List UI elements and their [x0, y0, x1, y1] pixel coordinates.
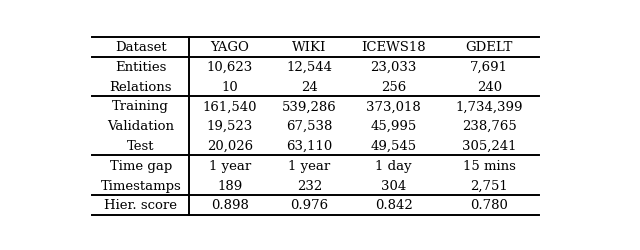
Text: 23,033: 23,033 — [371, 61, 417, 74]
Text: 1 day: 1 day — [376, 159, 412, 172]
Text: 12,544: 12,544 — [287, 61, 332, 74]
Text: 67,538: 67,538 — [286, 120, 333, 133]
Text: 20,026: 20,026 — [207, 140, 253, 152]
Text: YAGO: YAGO — [211, 41, 250, 54]
Text: 0.898: 0.898 — [211, 198, 249, 211]
Text: 1,734,399: 1,734,399 — [456, 100, 523, 113]
Text: 63,110: 63,110 — [286, 140, 333, 152]
Text: 304: 304 — [381, 179, 406, 192]
Text: 19,523: 19,523 — [207, 120, 253, 133]
Text: 373,018: 373,018 — [366, 100, 421, 113]
Text: GDELT: GDELT — [465, 41, 513, 54]
Text: 7,691: 7,691 — [470, 61, 508, 74]
Text: 539,286: 539,286 — [282, 100, 337, 113]
Text: 15 mins: 15 mins — [463, 159, 516, 172]
Text: 2,751: 2,751 — [470, 179, 508, 192]
Text: 305,241: 305,241 — [462, 140, 516, 152]
Text: Test: Test — [127, 140, 154, 152]
Text: 45,995: 45,995 — [371, 120, 417, 133]
Text: WIKI: WIKI — [292, 41, 326, 54]
Text: 232: 232 — [297, 179, 322, 192]
Text: Validation: Validation — [108, 120, 174, 133]
Text: 1 year: 1 year — [288, 159, 330, 172]
Text: 256: 256 — [381, 80, 406, 93]
Text: Hier. score: Hier. score — [104, 198, 177, 211]
Text: Training: Training — [113, 100, 169, 113]
Text: 161,540: 161,540 — [203, 100, 257, 113]
Text: 189: 189 — [218, 179, 243, 192]
Text: Relations: Relations — [109, 80, 172, 93]
Text: 238,765: 238,765 — [462, 120, 516, 133]
Text: 240: 240 — [477, 80, 502, 93]
Text: 49,545: 49,545 — [371, 140, 417, 152]
Text: 24: 24 — [301, 80, 318, 93]
Text: 0.842: 0.842 — [375, 198, 413, 211]
Text: Dataset: Dataset — [115, 41, 166, 54]
Text: 0.780: 0.780 — [470, 198, 508, 211]
Text: Timestamps: Timestamps — [100, 179, 181, 192]
Text: 1 year: 1 year — [209, 159, 251, 172]
Text: Time gap: Time gap — [109, 159, 172, 172]
Text: 0.976: 0.976 — [291, 198, 328, 211]
Text: 10,623: 10,623 — [207, 61, 253, 74]
Text: 10: 10 — [221, 80, 239, 93]
Text: ICEWS18: ICEWS18 — [362, 41, 426, 54]
Text: Entities: Entities — [115, 61, 166, 74]
